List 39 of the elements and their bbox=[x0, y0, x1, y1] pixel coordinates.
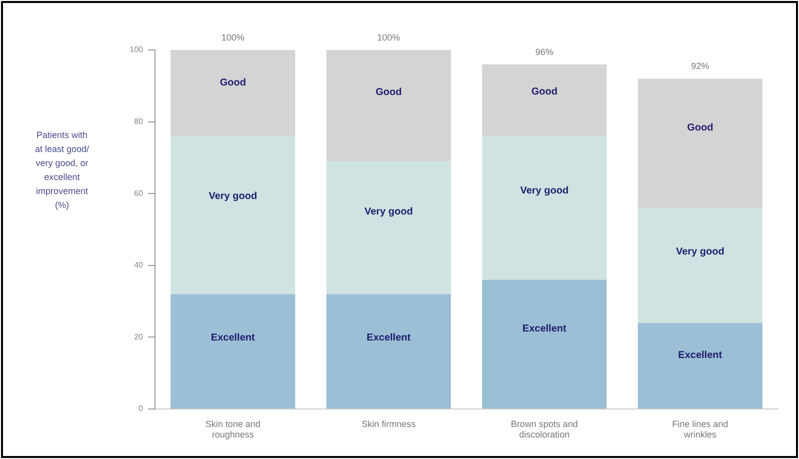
bar bbox=[638, 322, 762, 408]
x-tick-label: Skin firmness bbox=[362, 418, 416, 429]
series-label: Excellent bbox=[678, 350, 723, 362]
text: Excellent bbox=[366, 332, 411, 344]
total-label: 96% bbox=[535, 46, 554, 57]
total-label: 100% bbox=[221, 32, 244, 42]
y-tick-label: 80 bbox=[134, 117, 144, 126]
x-tick-label: Brown spots and discoloration bbox=[510, 418, 578, 440]
x-tick-label: Skin tone and roughness bbox=[205, 418, 260, 440]
total-label: 92% bbox=[691, 61, 710, 72]
text: Good bbox=[687, 122, 714, 134]
y-axis-title: Patients with at least good/ very good, or excellent improvement (%) bbox=[34, 129, 90, 212]
bar bbox=[482, 280, 607, 408]
bar bbox=[326, 294, 451, 408]
bar bbox=[326, 161, 451, 294]
bar bbox=[170, 294, 296, 408]
text: Very good bbox=[676, 246, 724, 258]
y-tick-label: 40 bbox=[134, 260, 144, 270]
bar bbox=[482, 64, 607, 136]
bar bbox=[482, 136, 607, 280]
text: Good bbox=[376, 87, 402, 98]
text: Excellent bbox=[522, 323, 566, 334]
y-tick-label: 20 bbox=[134, 332, 144, 342]
y-tick-label: 60 bbox=[134, 188, 144, 198]
bar bbox=[638, 208, 762, 323]
text: Very good bbox=[520, 185, 569, 196]
bar bbox=[638, 78, 762, 208]
total-label: 100% bbox=[377, 32, 400, 42]
y-tick-label: 0 bbox=[138, 404, 144, 414]
series-label: Good bbox=[531, 86, 558, 98]
text: Good bbox=[220, 77, 246, 88]
y-tick-label: 100 bbox=[130, 45, 144, 54]
bar bbox=[170, 50, 296, 136]
series-label: Very good bbox=[208, 190, 258, 202]
text: Very good bbox=[364, 206, 413, 218]
bar bbox=[326, 50, 451, 162]
bar bbox=[170, 136, 296, 294]
text: Excellent bbox=[210, 332, 255, 344]
x-tick-label: Fine lines and wrinkles bbox=[672, 418, 728, 440]
